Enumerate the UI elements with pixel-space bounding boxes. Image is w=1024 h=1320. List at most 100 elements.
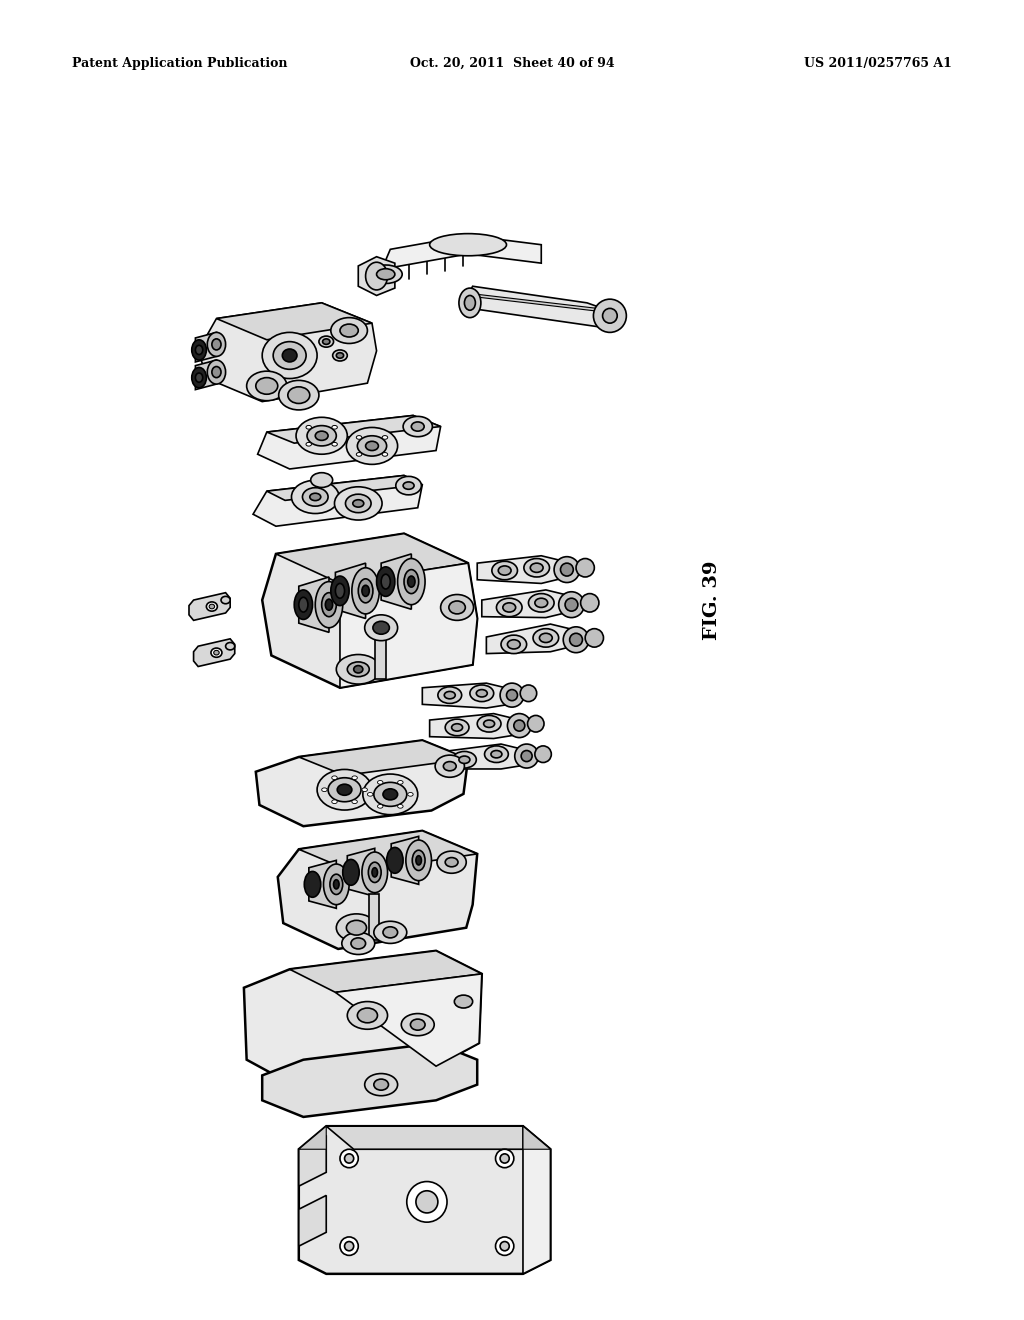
Ellipse shape [397,558,425,605]
Ellipse shape [382,436,388,440]
Ellipse shape [407,1181,447,1222]
Ellipse shape [347,1002,387,1030]
Ellipse shape [344,1154,353,1163]
Polygon shape [258,416,440,469]
Bar [370,894,379,940]
Polygon shape [381,554,412,610]
Polygon shape [391,837,419,884]
Ellipse shape [397,804,403,808]
Ellipse shape [374,921,407,944]
Ellipse shape [315,432,328,441]
Ellipse shape [306,425,311,429]
Ellipse shape [328,777,361,801]
Ellipse shape [209,605,215,609]
Polygon shape [299,1126,551,1274]
Ellipse shape [377,269,395,280]
Ellipse shape [207,602,217,611]
Polygon shape [309,861,336,908]
Ellipse shape [196,374,203,383]
Ellipse shape [445,858,458,867]
Ellipse shape [455,995,473,1008]
Ellipse shape [334,879,339,888]
Ellipse shape [563,627,589,652]
Ellipse shape [438,686,462,704]
Ellipse shape [484,746,508,763]
Ellipse shape [212,339,221,350]
Ellipse shape [408,792,413,796]
Ellipse shape [196,346,203,355]
Ellipse shape [435,755,465,777]
Polygon shape [275,533,468,583]
Ellipse shape [554,557,580,582]
Ellipse shape [373,622,389,634]
Ellipse shape [370,265,402,284]
Polygon shape [262,533,477,688]
Polygon shape [430,714,516,738]
Polygon shape [216,302,372,339]
Ellipse shape [499,566,511,576]
Ellipse shape [207,333,225,356]
Ellipse shape [332,425,337,429]
Ellipse shape [496,1237,514,1255]
Ellipse shape [602,309,617,323]
Polygon shape [377,235,542,281]
Polygon shape [340,564,477,688]
Ellipse shape [326,599,333,610]
Polygon shape [336,564,366,619]
Ellipse shape [292,480,339,513]
Ellipse shape [476,689,487,697]
Ellipse shape [514,719,524,731]
Polygon shape [267,416,440,444]
Ellipse shape [357,1008,378,1023]
Polygon shape [486,624,573,653]
Polygon shape [358,256,395,296]
Ellipse shape [500,684,524,708]
Ellipse shape [361,585,370,597]
Ellipse shape [344,1242,353,1251]
Polygon shape [422,684,509,708]
Polygon shape [253,475,422,527]
Ellipse shape [214,651,219,655]
Ellipse shape [383,927,397,939]
Polygon shape [299,1196,327,1246]
Ellipse shape [353,500,364,507]
Ellipse shape [496,1150,514,1168]
Ellipse shape [560,564,573,576]
Ellipse shape [332,776,337,780]
Ellipse shape [492,561,517,579]
Ellipse shape [416,855,422,865]
Ellipse shape [335,487,382,520]
Polygon shape [336,974,482,1067]
Ellipse shape [340,1237,358,1255]
Ellipse shape [374,783,407,807]
Ellipse shape [406,840,431,880]
Ellipse shape [315,582,343,628]
Ellipse shape [336,583,344,598]
Polygon shape [199,302,377,401]
Ellipse shape [430,234,507,256]
Ellipse shape [408,576,415,587]
Polygon shape [256,741,468,826]
Ellipse shape [444,692,456,698]
Ellipse shape [332,442,337,446]
Ellipse shape [288,387,310,404]
Ellipse shape [483,719,495,727]
Text: Patent Application Publication: Patent Application Publication [72,57,287,70]
Ellipse shape [340,325,358,337]
Ellipse shape [323,339,330,345]
Ellipse shape [528,594,554,612]
Ellipse shape [262,333,317,379]
Ellipse shape [343,859,359,886]
Polygon shape [299,830,477,873]
Ellipse shape [279,380,318,411]
Polygon shape [267,475,422,500]
Ellipse shape [503,603,516,612]
Ellipse shape [500,1154,509,1163]
Ellipse shape [330,874,343,895]
Ellipse shape [353,665,362,673]
Ellipse shape [191,339,207,360]
Ellipse shape [365,615,397,640]
Ellipse shape [520,685,537,702]
Ellipse shape [470,685,494,702]
Ellipse shape [465,296,475,310]
